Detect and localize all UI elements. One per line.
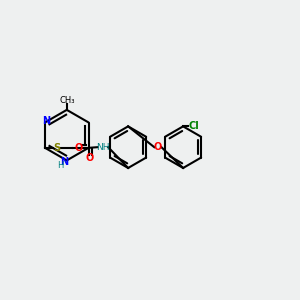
- Text: NH: NH: [96, 143, 110, 152]
- Text: Cl: Cl: [188, 122, 199, 131]
- Text: N: N: [42, 116, 50, 126]
- Text: O: O: [86, 153, 94, 163]
- Text: CH₃: CH₃: [59, 97, 74, 106]
- Text: H: H: [57, 161, 63, 170]
- Text: N: N: [60, 157, 68, 167]
- Text: O: O: [74, 143, 82, 153]
- Text: S: S: [53, 143, 60, 153]
- Text: O: O: [154, 142, 162, 152]
